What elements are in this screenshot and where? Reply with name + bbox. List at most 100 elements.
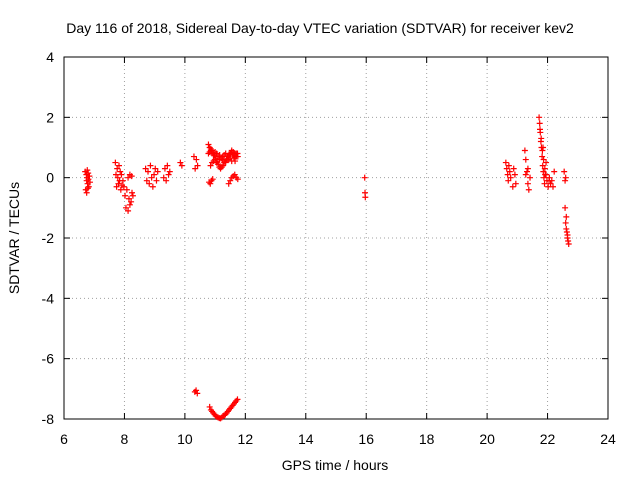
data-point — [163, 177, 170, 184]
data-point — [164, 162, 171, 169]
data-point — [117, 186, 124, 193]
data-point — [227, 150, 234, 157]
data-point — [540, 156, 547, 163]
data-point — [547, 180, 554, 187]
data-point — [125, 207, 132, 214]
data-point — [510, 165, 517, 172]
data-point — [562, 177, 569, 184]
data-point — [540, 144, 547, 151]
data-point — [540, 174, 547, 181]
data-point — [546, 177, 553, 184]
data-point — [563, 213, 570, 220]
data-point — [114, 165, 121, 172]
x-tick-label: 18 — [419, 431, 435, 447]
data-point — [145, 168, 152, 175]
y-axis-label: SDTVAR / TECUs — [6, 182, 22, 294]
data-point — [506, 168, 513, 175]
data-point — [222, 159, 229, 166]
data-point — [126, 201, 133, 208]
data-point — [536, 120, 543, 127]
data-point — [562, 219, 569, 226]
data-point — [230, 149, 237, 156]
data-point — [521, 147, 528, 154]
y-tick-label: 4 — [46, 49, 54, 65]
data-point — [205, 141, 212, 148]
data-point — [507, 174, 514, 181]
data-point — [525, 186, 532, 193]
data-point — [112, 159, 119, 166]
y-tick-label: 2 — [46, 109, 54, 125]
data-point — [549, 183, 556, 190]
data-point — [511, 171, 518, 178]
data-point — [177, 159, 184, 166]
data-point — [562, 204, 569, 211]
data-point — [527, 174, 534, 181]
data-point — [122, 204, 129, 211]
data-point — [122, 192, 129, 199]
data-point — [213, 150, 220, 157]
data-point — [234, 396, 241, 403]
data-point — [561, 168, 568, 175]
data-point — [536, 114, 543, 121]
data-point — [116, 162, 123, 169]
data-point — [537, 126, 543, 133]
data-point — [362, 194, 369, 201]
data-point — [234, 176, 241, 183]
data-point — [215, 161, 222, 168]
x-axis-label: GPS time / hours — [282, 457, 389, 473]
data-point — [125, 195, 132, 202]
data-point — [233, 150, 240, 157]
data-point — [231, 171, 238, 178]
data-point — [541, 165, 548, 172]
x-tick-label: 24 — [600, 431, 616, 447]
data-point — [120, 183, 127, 190]
data-point — [228, 158, 235, 165]
data-point — [224, 156, 231, 163]
data-point — [543, 171, 550, 178]
data-point — [207, 162, 214, 169]
data-point — [509, 183, 516, 190]
data-point — [207, 180, 214, 187]
data-point — [504, 171, 511, 178]
data-point — [194, 162, 201, 169]
data-point — [522, 171, 529, 178]
data-point — [151, 171, 158, 178]
data-point — [361, 174, 368, 181]
data-point — [161, 165, 168, 172]
data-point — [128, 173, 135, 180]
data-point — [225, 180, 232, 187]
data-point — [128, 198, 135, 205]
data-point — [193, 156, 200, 163]
data-point — [564, 231, 571, 238]
data-point — [216, 152, 223, 159]
data-point — [512, 180, 519, 187]
data-point — [505, 177, 512, 184]
data-point — [563, 225, 570, 232]
chart-title: Day 116 of 2018, Sidereal Day-to-day VTE… — [66, 20, 574, 36]
data-point — [565, 241, 572, 248]
data-point — [83, 189, 90, 196]
x-tick-label: 16 — [358, 431, 374, 447]
grid-lines — [64, 57, 608, 419]
data-point — [129, 192, 136, 199]
x-tick-label: 12 — [238, 431, 254, 447]
data-point — [142, 165, 149, 172]
data-points — [82, 114, 572, 422]
data-point — [225, 153, 232, 160]
data-point — [190, 153, 197, 160]
data-point — [524, 180, 531, 187]
data-point — [160, 174, 167, 181]
x-tick-label: 6 — [60, 431, 68, 447]
data-point — [539, 153, 546, 160]
data-point — [234, 153, 241, 160]
data-point — [503, 165, 510, 172]
data-point — [524, 168, 531, 175]
data-point — [502, 159, 509, 166]
data-point — [143, 177, 150, 184]
data-point — [210, 152, 217, 159]
data-point — [206, 403, 213, 410]
y-tick-label: -8 — [42, 411, 55, 427]
x-tick-label: 22 — [540, 431, 556, 447]
